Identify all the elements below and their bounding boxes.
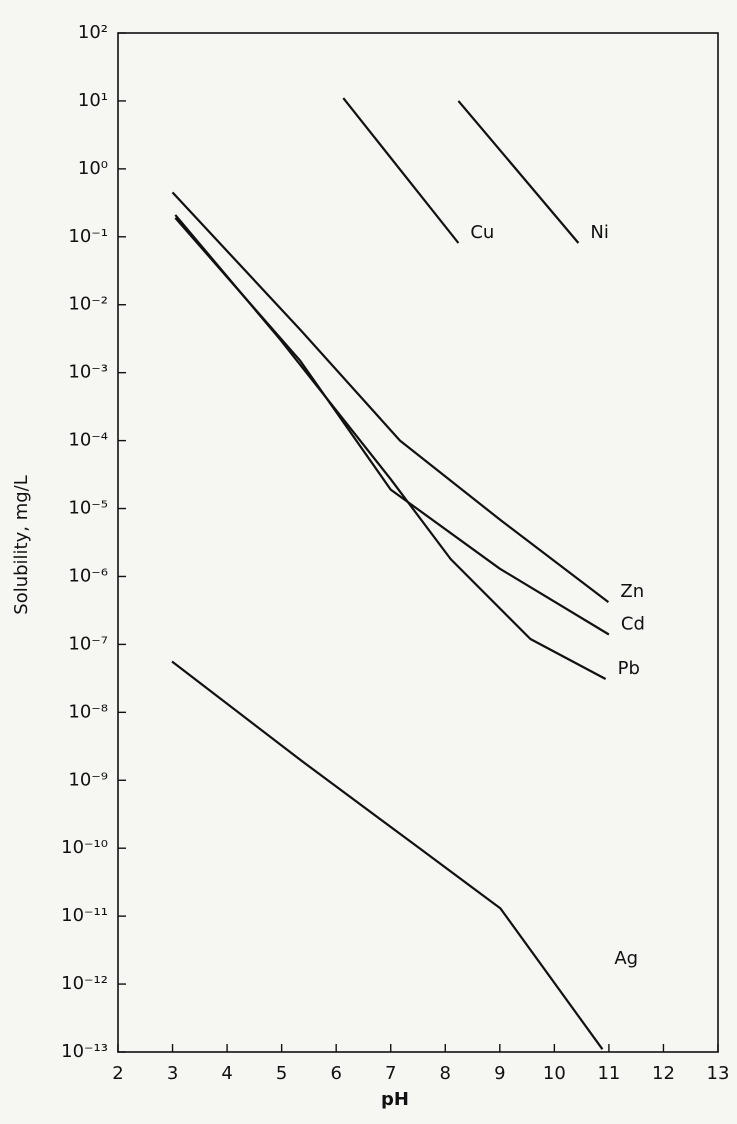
y-axis-label: Solubility, mg/L xyxy=(11,475,32,614)
x-tick-label: 12 xyxy=(652,1063,675,1084)
y-tick-label: 10⁻¹² xyxy=(61,973,108,994)
series-label: Pb xyxy=(618,658,640,679)
series-label: Zn xyxy=(620,581,644,602)
series-label: Ag xyxy=(614,948,638,969)
series-label: Cu xyxy=(470,222,494,243)
y-tick-label: 10¹ xyxy=(78,90,108,111)
y-tick-label: 10⁻⁷ xyxy=(68,633,108,654)
y-tick-label: 10⁻¹⁰ xyxy=(61,837,108,858)
series-line xyxy=(175,218,609,635)
y-tick-label: 10⁻¹³ xyxy=(61,1041,108,1062)
series-line xyxy=(175,215,605,679)
series-line xyxy=(173,192,609,602)
x-tick-label: 7 xyxy=(385,1063,396,1084)
x-tick-label: 9 xyxy=(494,1063,505,1084)
series-line xyxy=(343,98,458,243)
y-tick-label: 10⁻⁵ xyxy=(68,498,108,519)
y-tick-label: 10² xyxy=(78,22,108,43)
x-axis-label: pH xyxy=(381,1089,409,1110)
y-tick-label: 10⁻⁹ xyxy=(68,769,108,790)
y-tick-label: 10⁻¹ xyxy=(68,226,108,247)
plot-frame xyxy=(118,33,718,1052)
y-tick-label: 10⁻⁶ xyxy=(68,565,108,586)
y-tick-label: 10⁻⁸ xyxy=(68,701,108,722)
series-label: Ni xyxy=(590,222,608,243)
x-tick-label: 2 xyxy=(112,1063,123,1084)
y-tick-label: 10⁻³ xyxy=(68,362,108,383)
series-label: Cd xyxy=(621,613,645,634)
y-tick-label: 10⁻⁴ xyxy=(68,430,108,451)
x-tick-label: 4 xyxy=(221,1063,232,1084)
x-tick-label: 6 xyxy=(330,1063,341,1084)
y-tick-label: 10⁻¹¹ xyxy=(61,905,108,926)
x-tick-label: 3 xyxy=(167,1063,178,1084)
y-tick-label: 10⁰ xyxy=(78,158,108,179)
x-tick-label: 5 xyxy=(276,1063,287,1084)
chart: pH Solubility, mg/L 2 3 4 5 6 7 8 9 10 11 12 13 10² 1… xyxy=(0,0,737,1124)
x-tick-label: 10 xyxy=(543,1063,566,1084)
y-tick-label: 10⁻² xyxy=(68,294,108,315)
x-tick-label: 13 xyxy=(707,1063,730,1084)
x-tick-label: 8 xyxy=(440,1063,451,1084)
series-line xyxy=(172,662,602,1050)
x-tick-label: 11 xyxy=(597,1063,620,1084)
